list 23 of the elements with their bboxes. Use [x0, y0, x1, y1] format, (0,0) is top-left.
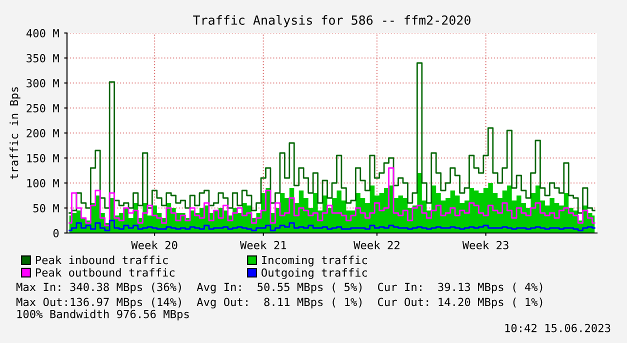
legend-label: Incoming traffic — [262, 256, 368, 266]
x-tick-label: Week 20 — [131, 240, 178, 250]
x-tick-label: Week 21 — [240, 240, 286, 250]
legend-label: Outgoing traffic — [262, 268, 368, 279]
y-tick-label: 300 M — [26, 79, 59, 88]
legend-label: Peak outbound traffic — [36, 268, 174, 277]
text: Max Out:136.97 MBps (14%) Avg Out: 8.11 MBps ( 1%) Cur Out: 14.20 MBps ( 1%) — [16, 298, 542, 308]
y-tick-label: 200 M — [26, 129, 59, 138]
text: 100% Bandwidth 976.56 MBps — [17, 310, 189, 320]
text: Max In: 340.38 MBps (36%) Avg In: 50.55 MBps ( 5%) Cur In: 39.13 MBps ( 4%) — [16, 282, 542, 294]
chart-title: Traffic Analysis for 586 -- ffm2-2020 — [193, 15, 470, 28]
legend-label: Peak inbound traffic — [36, 256, 168, 264]
x-tick-label: Week 22 — [354, 240, 400, 250]
y-tick-label: 350 M — [26, 54, 59, 62]
x-tick-label: Week 23 — [462, 240, 508, 250]
text: 10:42 15.06.2023 — [505, 324, 610, 332]
y-tick-label: 150 M — [27, 154, 59, 162]
y-tick-label: 50 M — [33, 204, 59, 212]
y-tick-label: 250 M — [26, 104, 59, 112]
y-tick-label: 400 M — [26, 29, 59, 38]
y-tick-label: 100 M — [27, 179, 59, 188]
y-tick-label: 0 — [53, 229, 59, 238]
y-axis-title: traffic in Bps — [10, 87, 20, 180]
